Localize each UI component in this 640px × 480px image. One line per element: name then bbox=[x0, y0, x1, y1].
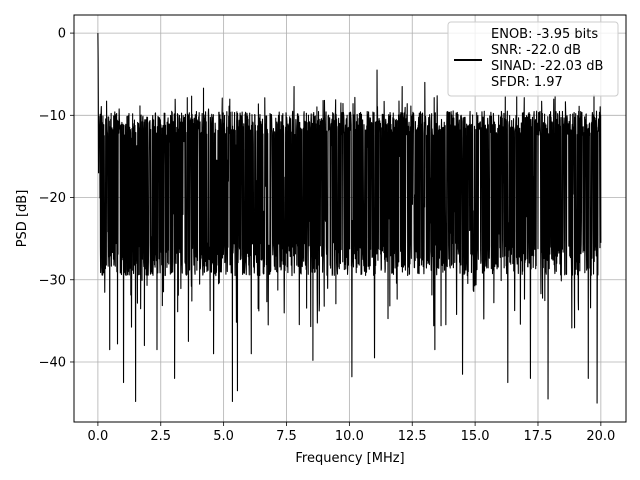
y-axis-label: PSD [dB] bbox=[15, 190, 30, 248]
x-tick-label: 0.0 bbox=[88, 429, 109, 444]
x-tick-label: 15.0 bbox=[461, 429, 490, 444]
y-tick-label: −30 bbox=[39, 273, 66, 288]
x-tick-label: 20.0 bbox=[586, 429, 615, 444]
x-tick-label: 2.5 bbox=[150, 429, 171, 444]
x-tick-label: 17.5 bbox=[524, 429, 553, 444]
psd-series-line bbox=[97, 33, 602, 404]
legend-entry-sinad: SINAD: -22.03 dB bbox=[491, 59, 603, 74]
legend-entry-enob: ENOB: -3.95 bits bbox=[491, 27, 598, 42]
y-tick-label: 0 bbox=[58, 27, 66, 42]
axes-frame bbox=[73, 14, 627, 423]
x-tick-label: 7.5 bbox=[276, 429, 297, 444]
x-tick-label: 5.0 bbox=[213, 429, 234, 444]
legend-entry-snr: SNR: -22.0 dB bbox=[491, 43, 581, 58]
x-tick-label: 10.0 bbox=[335, 429, 364, 444]
series-layer bbox=[97, 33, 602, 404]
y-tick-label: −20 bbox=[39, 191, 66, 206]
y-tick-label: −10 bbox=[39, 109, 66, 124]
x-tick-label: 12.5 bbox=[398, 429, 427, 444]
legend-entry-sfdr: SFDR: 1.97 bbox=[491, 75, 563, 90]
x-axis-label: Frequency [MHz] bbox=[295, 451, 404, 466]
y-tick-label: −40 bbox=[39, 355, 66, 370]
legend: ENOB: -3.95 bits SNR: -22.0 dB SINAD: -2… bbox=[447, 21, 619, 97]
ticks-layer: 0.0 2.5 5.0 7.5 10.0 12.5 15.0 17.5 20.0 0 −10 −20 −… bbox=[39, 27, 616, 444]
legend-box bbox=[447, 21, 619, 97]
